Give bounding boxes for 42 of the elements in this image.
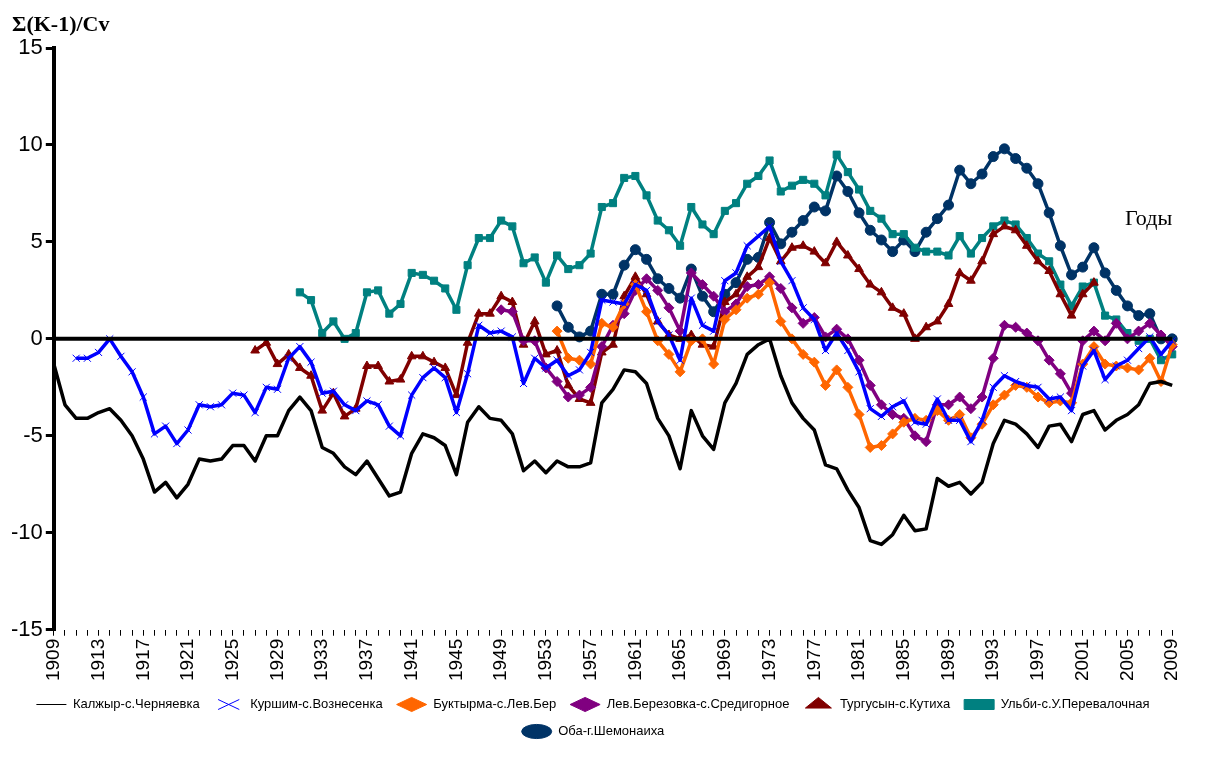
x-tick-label: 1969 [713, 638, 735, 682]
x-tick-label: 1925 [220, 638, 242, 682]
x-tick-label: 1913 [86, 638, 108, 682]
y-tick-label: 15 [18, 34, 43, 60]
legend-label: Оба-г.Шемонаиха [558, 723, 666, 739]
x-tick-label: 2009 [1160, 638, 1182, 682]
x-tick-label: 1973 [757, 638, 779, 682]
x-tick-label: 1917 [131, 638, 153, 682]
y-tick-label: -15 [11, 615, 43, 641]
y-tick-label: 0 [30, 324, 43, 350]
x-tick-label: 2001 [1070, 638, 1092, 682]
legend-label: Калжыр-с.Черняевка [72, 696, 201, 712]
x-tick-label: 1985 [892, 638, 914, 682]
y-tick-label: -5 [23, 421, 43, 447]
x-tick-label: 2005 [1115, 638, 1137, 682]
x-tick-label: 1941 [399, 638, 421, 682]
x-tick-label: 1957 [578, 638, 600, 682]
x-tick-label: 1933 [310, 638, 332, 682]
legend-label: Ульби-с.У.Перевалочная [1000, 696, 1150, 712]
legend-label: Буктырма-с.Лев.Бер [433, 696, 557, 712]
x-tick-label: 1949 [489, 638, 511, 682]
y-axis-title: Σ(K-1)/Cv [12, 10, 110, 36]
legend-label: Куршим-с.Вознесенка [250, 696, 384, 712]
x-tick-label: 1965 [668, 638, 690, 682]
x-tick-label: 1953 [534, 638, 556, 682]
y-tick-label: -10 [11, 518, 43, 544]
x-tick-label: 1945 [444, 638, 466, 682]
x-tick-label: 1977 [802, 638, 824, 682]
x-tick-label: 1981 [847, 638, 869, 682]
x-tick-label: 1989 [936, 638, 958, 682]
y-tick-label: 10 [18, 131, 43, 157]
legend-label: Тургусын-с.Кутиха [839, 696, 951, 712]
x-tick-label: 1993 [981, 638, 1003, 682]
x-axis-title: Годы [1125, 204, 1173, 230]
y-tick-label: 5 [30, 227, 43, 253]
x-tick-label: 1997 [1026, 638, 1048, 682]
x-tick-label: 1929 [265, 638, 287, 682]
x-tick-label: 1909 [42, 638, 64, 682]
x-tick-label: 1961 [623, 638, 645, 682]
x-tick-label: 1921 [176, 638, 198, 682]
legend-label: Лев.Березовка-с.Средигорное [606, 696, 790, 712]
x-tick-label: 1937 [355, 638, 377, 682]
